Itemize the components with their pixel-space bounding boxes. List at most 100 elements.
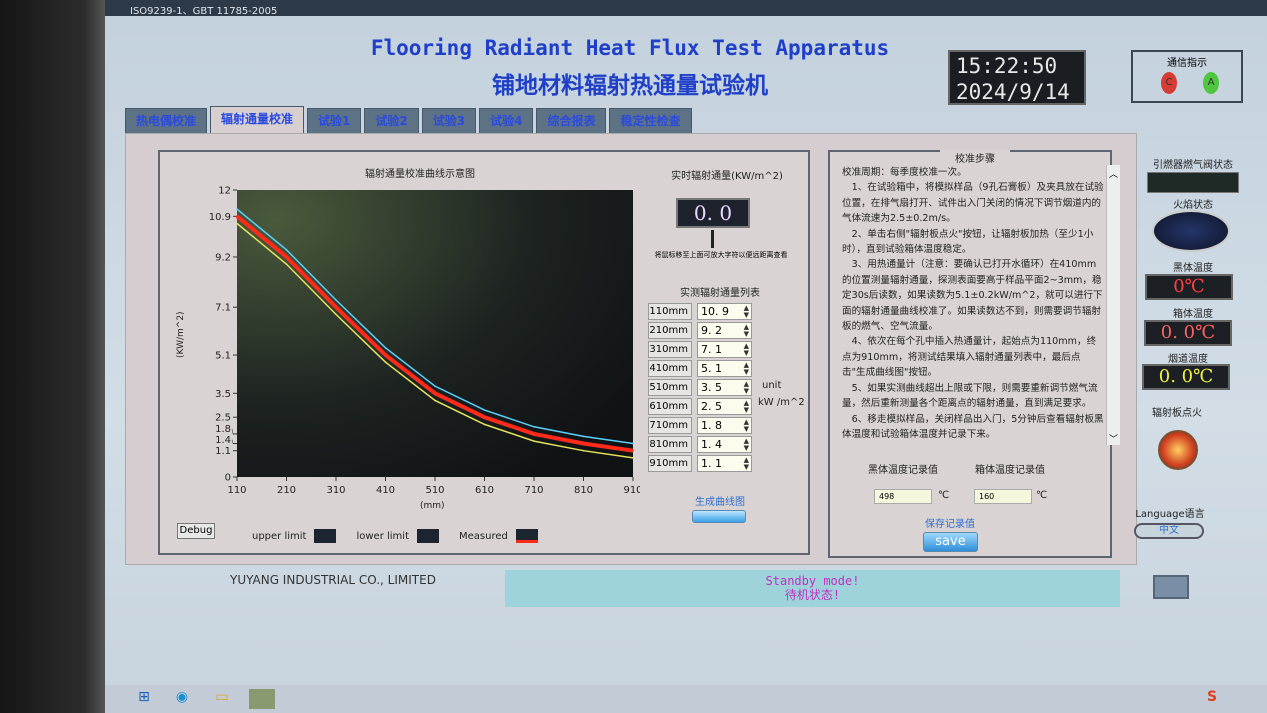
- spinner-icon[interactable]: ▲ ▼: [743, 342, 749, 357]
- taskbar: ⊞ ◉ ▭ S: [105, 685, 1267, 713]
- keyboard-icon[interactable]: [1153, 575, 1189, 599]
- flux-row-value: 1. 8: [701, 419, 722, 432]
- realtime-hint: 将鼠标移至上面可放大字符以便远距离查看: [654, 251, 788, 259]
- language-label: Language语言: [1135, 509, 1205, 520]
- debug-button[interactable]: Debug: [177, 523, 215, 539]
- spinner-icon[interactable]: ▲ ▼: [743, 380, 749, 395]
- spinner-icon[interactable]: ▲ ▼: [743, 456, 749, 471]
- blackbody-temp-label: 黑体温度: [1173, 263, 1213, 274]
- flux-row-input[interactable]: 1. 1 ▲ ▼: [697, 455, 752, 472]
- tab-bar: 热电偶校准 辐射通量校准 试验1 试验2 试验3 试验4 综合报表 稳定性检查: [125, 106, 692, 133]
- data-point: [533, 433, 535, 435]
- y-axis-label: (KW/m^2): [176, 311, 186, 358]
- unit-celsius: ℃: [938, 490, 950, 501]
- ignite-button[interactable]: [1158, 430, 1198, 470]
- led-a-icon: A: [1203, 72, 1219, 94]
- comm-label: 通信指示: [1167, 58, 1207, 69]
- tab-flux-calibration[interactable]: 辐射通量校准: [210, 106, 305, 133]
- y-tick-label: 1.4: [215, 435, 231, 446]
- unit-label: unit: [762, 380, 782, 391]
- box-record-input[interactable]: 160: [974, 489, 1032, 504]
- generate-curve-button[interactable]: [692, 510, 746, 523]
- flux-row-input[interactable]: 1. 4 ▲ ▼: [697, 436, 752, 453]
- x-tick-label: 510: [425, 485, 444, 496]
- data-point: [384, 354, 387, 356]
- flux-row-position: 410mm: [648, 360, 692, 377]
- tab-test4[interactable]: 试验4: [479, 108, 534, 133]
- legend-measured-label: Measured: [459, 530, 508, 542]
- title-chinese: 铺地材料辐射热通量试验机: [492, 73, 768, 99]
- spinner-icon[interactable]: ▲ ▼: [743, 361, 749, 376]
- flame-label: 火焰状态: [1173, 200, 1213, 211]
- tab-test3[interactable]: 试验3: [421, 108, 477, 133]
- save-button[interactable]: save: [923, 532, 978, 552]
- data-point: [236, 215, 238, 218]
- data-point: [434, 399, 436, 402]
- blackbody-record-label: 黑体温度记录值: [868, 465, 938, 476]
- data-point: [285, 263, 288, 265]
- x-tick-label: 710: [524, 485, 543, 496]
- flux-row-position: 310mm: [648, 341, 692, 358]
- windows-start-icon[interactable]: ⊞: [138, 689, 150, 705]
- spinner-icon[interactable]: ▲ ▼: [743, 323, 749, 338]
- flux-row-value: 10. 9: [701, 305, 729, 318]
- spinner-icon[interactable]: ▲ ▼: [743, 399, 749, 414]
- generate-caption: 生成曲线图: [695, 497, 745, 508]
- flux-row-value: 5. 1: [701, 362, 722, 375]
- tab-stability[interactable]: 稳定性检查: [609, 108, 692, 133]
- flux-row-position: 510mm: [648, 379, 692, 396]
- data-point: [335, 306, 337, 308]
- x-tick-label: 310: [326, 485, 345, 496]
- spinner-icon[interactable]: ▲ ▼: [743, 437, 749, 452]
- data-point: [285, 256, 288, 258]
- legend-lower-swatch: [417, 529, 439, 543]
- file-explorer-icon[interactable]: ▭: [215, 689, 229, 705]
- window-title-bar: ISO9239-1、GBT 11785-2005: [105, 0, 1267, 17]
- spinner-icon[interactable]: ▲ ▼: [743, 418, 749, 433]
- y-tick-label: 9.2: [215, 252, 231, 263]
- flux-row-input[interactable]: 1. 8 ▲ ▼: [697, 417, 752, 434]
- data-point: [285, 248, 288, 251]
- data-point: [236, 222, 238, 225]
- app-taskbar-icon[interactable]: [249, 689, 275, 709]
- valve-label: 引燃器燃气阀状态: [1153, 160, 1233, 171]
- x-tick-label: 610: [475, 485, 494, 496]
- flux-row-position: 210mm: [648, 322, 692, 339]
- language-button[interactable]: 中文: [1134, 523, 1204, 539]
- flux-row-value: 1. 4: [701, 438, 722, 451]
- flux-row-input[interactable]: 2. 5 ▲ ▼: [697, 398, 752, 415]
- flux-table-title: 实测辐射通量列表: [680, 288, 760, 299]
- flux-row-input[interactable]: 9. 2 ▲ ▼: [697, 322, 752, 339]
- status-chinese: 待机状态!: [784, 588, 841, 602]
- flux-row-input[interactable]: 7. 1 ▲ ▼: [697, 341, 752, 358]
- save-caption: 保存记录值: [925, 519, 975, 530]
- flux-row-input[interactable]: 3. 5 ▲ ▼: [697, 379, 752, 396]
- arrow-up-icon: [711, 230, 714, 248]
- data-point: [582, 449, 585, 452]
- data-point: [483, 409, 486, 411]
- y-tick-label: 12: [218, 186, 231, 197]
- steps-scrollbar[interactable]: ︿ ﹀: [1106, 165, 1120, 445]
- tab-test1[interactable]: 试验1: [307, 108, 362, 133]
- spinner-icon[interactable]: ▲ ▼: [743, 304, 749, 319]
- x-tick-label: 910: [623, 485, 640, 496]
- clock-display: 15:22:50 2024/9/14: [948, 50, 1086, 105]
- y-tick-label: 5.1: [215, 351, 231, 362]
- title-english: Flooring Radiant Heat Flux Test Apparatu…: [370, 36, 890, 60]
- flue-temp-value: 0. 0℃: [1142, 364, 1230, 390]
- chart-title: 辐射通量校准曲线示意图: [365, 169, 475, 180]
- flux-row-input[interactable]: 5. 1 ▲ ▼: [697, 360, 752, 377]
- input-method-icon[interactable]: S: [1206, 689, 1218, 705]
- time: 15:22:50: [956, 54, 1058, 78]
- plot-area: [237, 190, 633, 477]
- flux-row-position: 710mm: [648, 417, 692, 434]
- date: 2024/9/14: [956, 80, 1070, 104]
- edge-browser-icon[interactable]: ◉: [175, 689, 189, 705]
- data-point: [533, 440, 535, 442]
- blackbody-record-input[interactable]: 498: [874, 489, 932, 504]
- tab-test2[interactable]: 试验2: [364, 108, 419, 133]
- box-temp-label: 箱体温度: [1173, 309, 1213, 320]
- flux-row-input[interactable]: 10. 9 ▲ ▼: [697, 303, 752, 320]
- tab-thermocouple[interactable]: 热电偶校准: [125, 108, 208, 133]
- tab-report[interactable]: 综合报表: [536, 108, 607, 133]
